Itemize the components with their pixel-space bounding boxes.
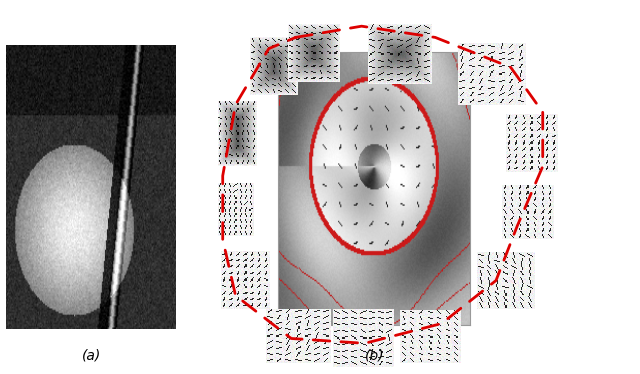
Text: (a): (a) xyxy=(81,349,101,363)
Text: (b): (b) xyxy=(365,349,384,363)
